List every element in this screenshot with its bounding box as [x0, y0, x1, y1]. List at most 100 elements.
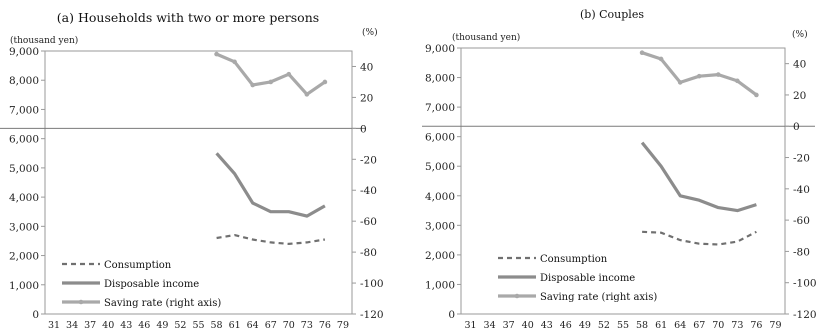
y-right-tick-label: -40: [360, 185, 377, 197]
y-left-tick-label: 4,000: [9, 192, 39, 204]
x-tick-label: 79: [769, 320, 781, 331]
legend-label: Consumption: [104, 260, 172, 271]
legend-label: Consumption: [540, 254, 608, 265]
y-left-tick-label: 6,000: [425, 132, 455, 144]
y-left-tick-label: 2,000: [9, 251, 39, 263]
x-tick-label: 67: [265, 320, 277, 331]
x-tick-label: 70: [712, 320, 724, 331]
series-point: [214, 51, 219, 57]
x-tick-label: 55: [617, 320, 629, 331]
y-left-tick-label: 1,000: [9, 280, 39, 292]
y-axis-left-label: (thousand yen): [452, 32, 520, 43]
x-tick-label: 34: [484, 320, 496, 331]
series-point: [754, 92, 759, 98]
x-tick-label: 61: [655, 320, 667, 331]
y-right-tick-label: 20: [793, 90, 806, 102]
series-line-0: [642, 230, 757, 246]
x-tick-label: 34: [66, 320, 78, 331]
y-right-tick-label: -60: [360, 216, 377, 228]
y-axis-right-label: (%): [792, 29, 808, 40]
legend-label: Saving rate (right axis): [104, 298, 221, 309]
x-tick-label: 67: [693, 320, 705, 331]
series-point: [322, 79, 328, 85]
y-right-tick-label: 0: [360, 123, 367, 135]
y-axis-right-label: (%): [362, 27, 378, 38]
y-right-tick-label: -80: [360, 247, 377, 259]
y-left-tick-label: 7,000: [9, 104, 39, 116]
chart-panel-a: (a) Households with two or more persons (…: [0, 10, 384, 331]
y-right-tick-label: -120: [793, 309, 817, 321]
x-tick-label: 61: [229, 320, 241, 331]
y-left-tick-label: 9,000: [9, 46, 39, 58]
x-tick-label: 70: [283, 320, 295, 331]
x-tick-label: 43: [541, 320, 553, 331]
y-left-tick-label: 2,000: [425, 250, 455, 262]
y-left-tick-label: 9,000: [425, 43, 455, 55]
x-tick-label: 76: [750, 320, 762, 331]
series-point: [639, 50, 645, 55]
x-tick-label: 52: [598, 320, 610, 331]
legend-label: Disposable income: [104, 279, 199, 290]
y-right-tick-label: -40: [793, 184, 810, 196]
x-tick-label: 31: [48, 320, 60, 331]
x-tick-label: 58: [636, 320, 648, 331]
x-tick-label: 46: [560, 320, 572, 331]
series-point: [735, 78, 740, 84]
y-left-tick-label: 8,000: [425, 73, 455, 85]
legend-label: Saving rate (right axis): [540, 292, 657, 303]
x-tick-label: 43: [120, 320, 132, 331]
y-right-tick-label: -120: [360, 309, 384, 321]
y-right-tick-label: -80: [793, 246, 810, 258]
y-right-tick-label: -100: [793, 278, 817, 290]
y-left-tick-label: 1,000: [425, 279, 455, 291]
chart-title: (b) Couples: [580, 8, 644, 21]
x-tick-label: 49: [579, 320, 591, 331]
x-tick-label: 49: [156, 320, 168, 331]
x-tick-label: 55: [192, 320, 204, 331]
series-point: [304, 92, 310, 97]
series-point: [232, 59, 237, 65]
y-left-tick-label: 8,000: [9, 75, 39, 87]
y-right-tick-label: -100: [360, 278, 384, 290]
plot-frame: [460, 47, 786, 315]
series-point: [696, 73, 702, 79]
x-tick-label: 64: [674, 320, 686, 331]
series-line-2: [215, 52, 326, 96]
legend-marker: [78, 299, 84, 305]
x-tick-label: 46: [138, 320, 150, 331]
y-left-tick-label: 7,000: [425, 102, 455, 114]
y-right-tick-label: -60: [793, 215, 810, 227]
x-tick-label: 73: [731, 320, 743, 331]
y-left-tick-label: 5,000: [9, 163, 39, 175]
x-tick-label: 58: [211, 320, 223, 331]
y-left-tick-label: 5,000: [425, 161, 455, 173]
y-left-tick-label: 4,000: [425, 191, 455, 203]
x-tick-label: 79: [337, 320, 349, 331]
series-line-1: [215, 152, 326, 218]
x-tick-label: 40: [102, 320, 114, 331]
plot-frame: [44, 50, 353, 315]
y-left-tick-label: 0: [32, 309, 39, 321]
series-point: [286, 71, 292, 77]
x-tick-label: 31: [464, 320, 476, 331]
y-right-tick-label: 20: [360, 92, 373, 104]
series-line-0: [216, 234, 326, 245]
series-point: [715, 72, 721, 77]
x-tick-label: 52: [174, 320, 186, 331]
y-axis-left-label: (thousand yen): [10, 35, 78, 46]
y-right-tick-label: 40: [793, 59, 806, 71]
series-point: [658, 56, 664, 62]
y-right-tick-label: -20: [793, 153, 810, 165]
x-tick-label: 37: [503, 320, 515, 331]
y-right-tick-label: -20: [360, 154, 377, 166]
y-left-tick-label: 6,000: [9, 134, 39, 146]
x-tick-label: 64: [247, 320, 259, 331]
x-tick-label: 40: [522, 320, 534, 331]
x-tick-label: 73: [301, 320, 313, 331]
chart-title: (a) Households with two or more persons: [57, 10, 319, 25]
series-line-1: [640, 141, 757, 213]
y-left-tick-label: 3,000: [425, 220, 455, 232]
series-point: [250, 82, 255, 88]
y-right-tick-label: 40: [360, 61, 373, 73]
